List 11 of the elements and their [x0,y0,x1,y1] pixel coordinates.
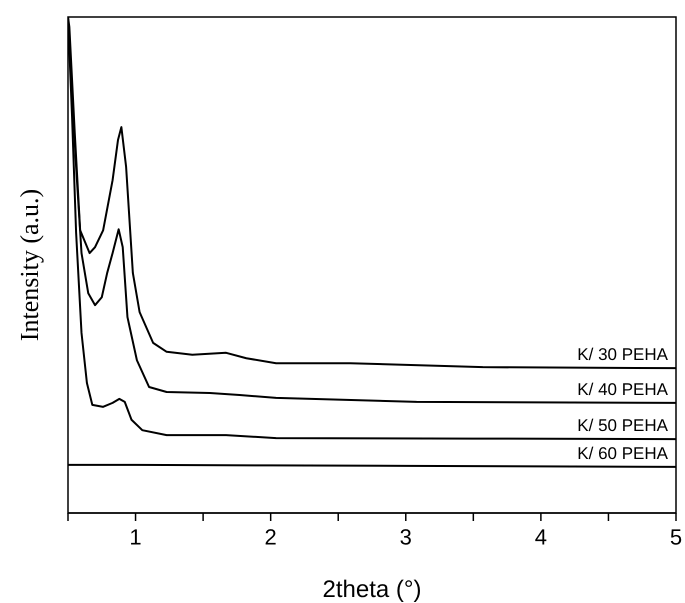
x-tick-label: 2 [264,524,277,550]
series-label: K/ 30 PEHA [577,345,669,364]
x-axis-title: 2theta (°) [322,576,422,603]
series-label: K/ 40 PEHA [577,380,669,399]
y-axis-title: Intensity (a.u.) [15,188,44,342]
series-label: K/ 50 PEHA [577,416,669,436]
x-tick-label: 4 [534,524,548,550]
series-label: K/ 60 PEHA [577,444,669,463]
x-tick-label: 1 [129,524,142,550]
x-tick-label: 5 [670,524,682,550]
x-tick-label: 3 [400,524,412,550]
